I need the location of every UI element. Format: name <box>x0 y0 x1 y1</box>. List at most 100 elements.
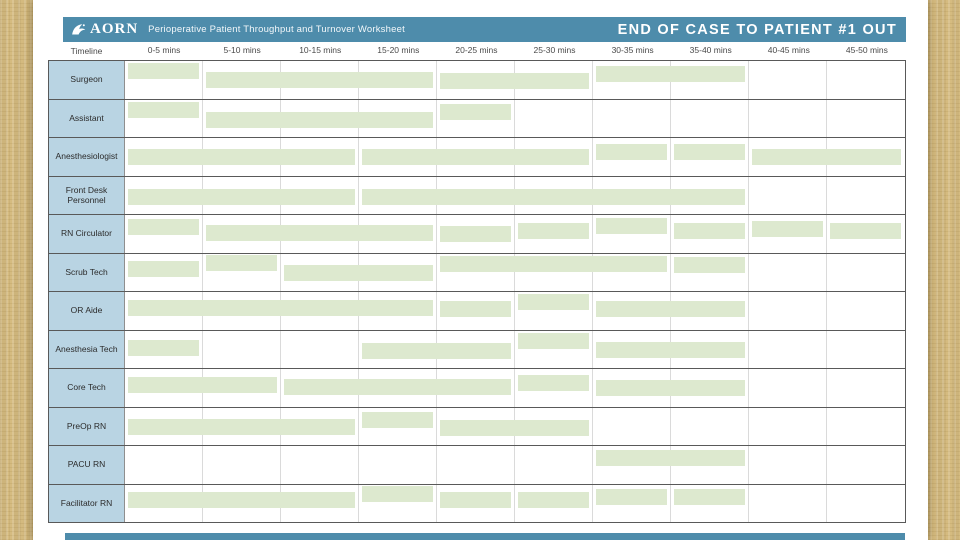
aorn-logo: AORN <box>70 21 138 38</box>
row-track <box>125 407 905 445</box>
task-bar <box>128 339 199 356</box>
grid-cell <box>827 485 905 523</box>
grid-cell <box>515 61 593 99</box>
row-label: PACU RN <box>49 446 125 484</box>
timeline-col-label: 40-45 mins <box>767 45 810 55</box>
task-bar <box>596 218 667 234</box>
task-bar <box>674 488 745 505</box>
task-bar <box>440 103 511 120</box>
task-bar <box>128 377 277 393</box>
grid-cell <box>359 215 437 253</box>
task-bar <box>284 379 511 395</box>
aorn-eagle-icon <box>72 24 86 35</box>
grid-cell <box>281 176 359 214</box>
grid-cell <box>749 61 827 99</box>
grid-cell <box>125 99 203 137</box>
grid-cell <box>359 407 437 445</box>
grid-cell <box>593 99 671 137</box>
task-bar <box>206 72 433 88</box>
table-row: Facilitator RN <box>49 484 905 523</box>
grid-cell <box>359 484 437 522</box>
timeline-header-label: Timeline <box>70 45 103 56</box>
timeline-col-label: 35-40 mins <box>689 45 732 55</box>
table-row: Anesthesiologist <box>49 138 905 177</box>
grid-cell <box>437 253 515 291</box>
grid-cell <box>671 369 749 407</box>
grid-cell <box>749 99 827 137</box>
task-bar <box>674 256 745 273</box>
grid-cell <box>827 61 905 99</box>
grid-cell <box>593 407 671 445</box>
grid-cell <box>515 446 593 484</box>
grid-cell <box>749 215 827 253</box>
grid-cell <box>671 253 749 291</box>
task-bar <box>128 101 199 118</box>
task-bar <box>518 294 589 310</box>
row-label: Assistant <box>49 99 125 137</box>
task-bar <box>128 149 355 165</box>
grid-cell <box>515 253 593 291</box>
grid-cell <box>359 61 437 99</box>
grid-cell <box>593 215 671 253</box>
task-bar <box>362 188 745 205</box>
row-label: Anesthesiologist <box>49 138 125 176</box>
grid-cell <box>125 253 203 291</box>
row-label: OR Aide <box>49 292 125 330</box>
grid-cell <box>203 369 281 407</box>
table-row: OR Aide <box>49 292 905 331</box>
grid-cell <box>749 292 827 330</box>
task-bar <box>596 66 745 82</box>
table-row: Front Desk Personnel <box>49 176 905 215</box>
grid-cell <box>281 407 359 445</box>
grid-cell <box>671 446 749 484</box>
row-track <box>125 99 905 138</box>
grid-cell <box>515 484 593 522</box>
task-bar <box>596 380 745 396</box>
timeline-col-label: 10-15 mins <box>299 45 342 55</box>
grid-cell <box>203 330 281 368</box>
grid-cell <box>671 292 749 330</box>
task-bar <box>518 332 589 349</box>
grid-cell <box>671 330 749 368</box>
grid-cell <box>593 484 671 522</box>
timeline-col-label: 30-35 mins <box>611 45 654 55</box>
row-label: Scrub Tech <box>49 253 125 291</box>
grid-cell <box>671 99 749 137</box>
timeline-col-label: 15-20 mins <box>377 45 420 55</box>
grid-cell <box>515 215 593 253</box>
row-track <box>125 138 905 176</box>
section-title: END OF CASE TO PATIENT #1 OUT <box>617 21 897 38</box>
grid-cell <box>125 61 203 99</box>
worksheet-title: Perioperative Patient Throughput and Tur… <box>148 24 405 35</box>
grid-cell <box>671 61 749 99</box>
task-bar <box>596 341 745 358</box>
task-bar <box>674 223 745 239</box>
task-bar <box>830 223 901 239</box>
grid-cell <box>749 484 827 522</box>
grid-cell <box>827 331 905 369</box>
task-bar <box>284 264 433 281</box>
grid-cell <box>437 369 515 407</box>
table-row: Core Tech <box>49 369 905 408</box>
grid-cell <box>437 99 515 137</box>
row-label: Anesthesia Tech <box>49 330 125 368</box>
task-bar <box>518 491 589 508</box>
worksheet-header-band: AORN Perioperative Patient Throughput an… <box>63 17 906 42</box>
grid-cell <box>515 138 593 176</box>
grid-cell <box>515 99 593 137</box>
timeline-columns: 0-5 mins 5-10 mins 10-15 mins 15-20 mins 20-… <box>125 41 906 60</box>
task-bar <box>596 144 667 160</box>
grid-cell <box>827 100 905 138</box>
grid-cell <box>749 407 827 445</box>
grid-cell <box>671 215 749 253</box>
task-bar <box>518 375 589 391</box>
table-row: Assistant <box>49 99 905 138</box>
grid-cell <box>515 407 593 445</box>
task-bar <box>128 418 355 435</box>
grid-cell <box>515 292 593 330</box>
task-bar <box>128 219 199 235</box>
row-track <box>125 446 905 484</box>
task-bar <box>206 254 277 271</box>
grid-cell <box>671 176 749 214</box>
